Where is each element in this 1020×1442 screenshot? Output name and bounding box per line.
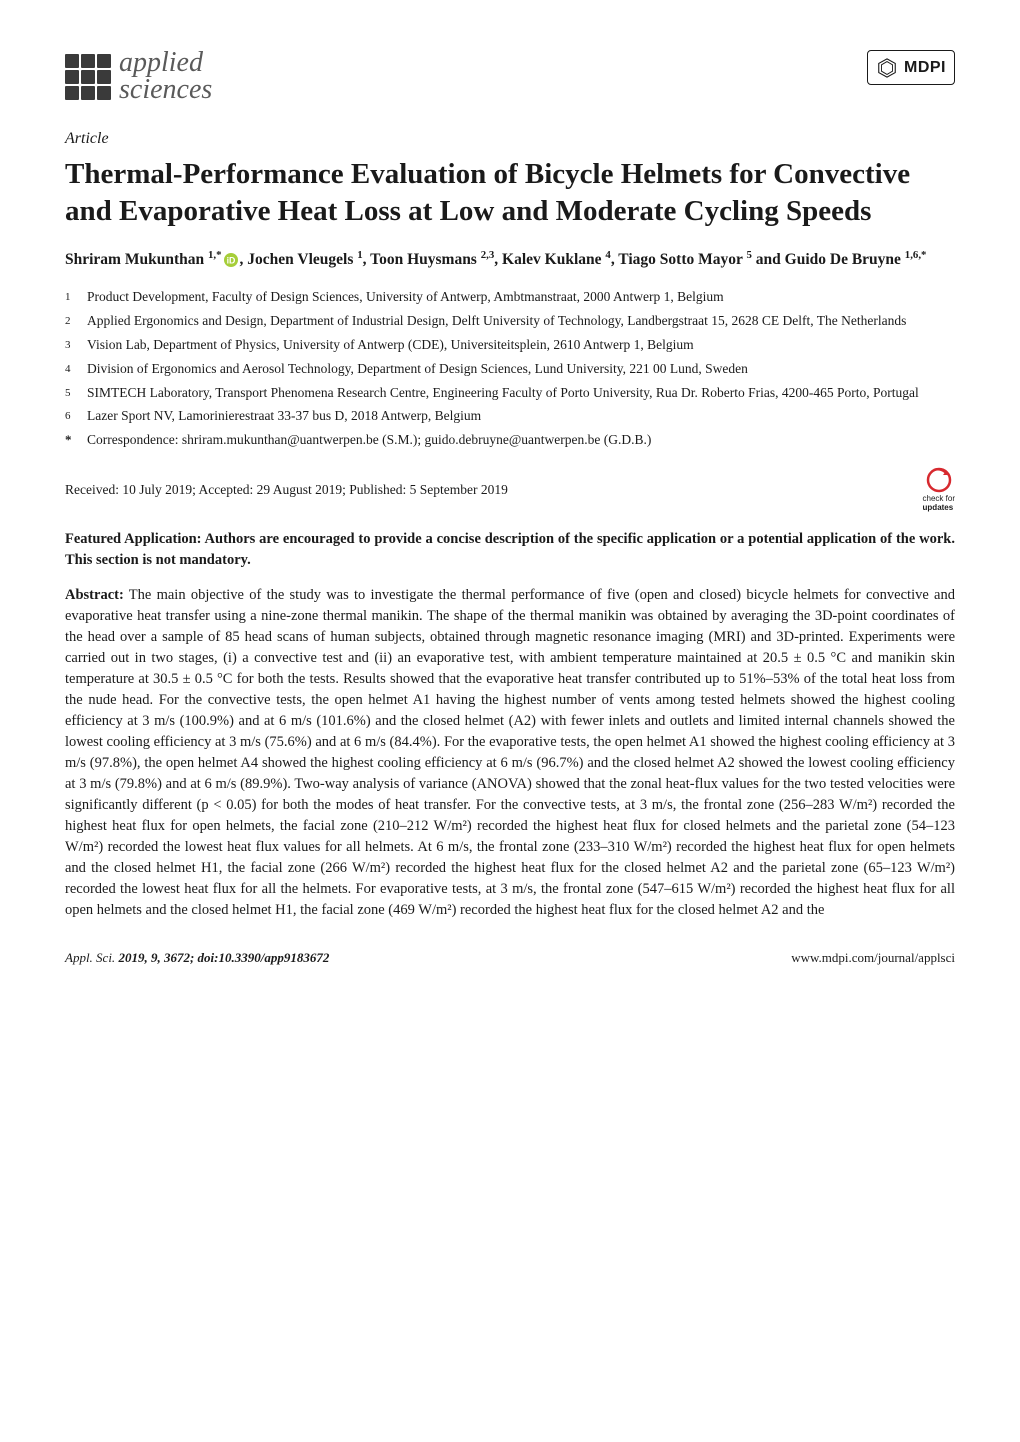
affiliation-text: SIMTECH Laboratory, Transport Phenomena … bbox=[87, 383, 955, 404]
author-list: Shriram Mukunthan 1,*iD, Jochen Vleugels… bbox=[65, 247, 955, 273]
correspondence-row: *Correspondence: shriram.mukunthan@uantw… bbox=[65, 430, 955, 451]
journal-logo-grid-icon bbox=[65, 54, 111, 100]
journal-name-line1: applied bbox=[119, 50, 212, 77]
mdpi-hex-icon bbox=[876, 57, 898, 79]
affiliation-num: 6 bbox=[65, 406, 87, 427]
affiliation-num: 2 bbox=[65, 311, 87, 332]
affiliation-row: 1Product Development, Faculty of Design … bbox=[65, 287, 955, 308]
affiliation-row: 2Applied Ergonomics and Design, Departme… bbox=[65, 311, 955, 332]
affiliation-text: Applied Ergonomics and Design, Departmen… bbox=[87, 311, 955, 332]
affiliation-list: 1Product Development, Faculty of Design … bbox=[65, 287, 955, 451]
svg-text:iD: iD bbox=[226, 256, 235, 266]
author-6: Guido De Bruyne 1,6,* bbox=[785, 251, 927, 268]
journal-name: applied sciences bbox=[119, 50, 212, 103]
author-4: Kalev Kuklane 4 bbox=[502, 251, 611, 268]
author-1: Shriram Mukunthan 1,*iD bbox=[65, 251, 240, 268]
publisher-name: MDPI bbox=[904, 56, 946, 79]
dates-row: Received: 10 July 2019; Accepted: 29 Aug… bbox=[65, 467, 955, 513]
page-footer: Appl. Sci. 2019, 9, 3672; doi:10.3390/ap… bbox=[65, 949, 955, 968]
orcid-icon: iD bbox=[224, 253, 238, 267]
article-title: Thermal-Performance Evaluation of Bicycl… bbox=[65, 156, 955, 229]
affiliation-num: 5 bbox=[65, 383, 87, 404]
affiliation-text: Lazer Sport NV, Lamorinierestraat 33-37 … bbox=[87, 406, 955, 427]
check-updates-icon bbox=[926, 467, 952, 493]
correspondence-marker: * bbox=[65, 430, 87, 451]
article-type-label: Article bbox=[65, 127, 955, 150]
affiliation-text: Division of Ergonomics and Aerosol Techn… bbox=[87, 359, 955, 380]
author-5: Tiago Sotto Mayor 5 bbox=[618, 251, 752, 268]
check-updates-label: check for updates bbox=[923, 495, 955, 513]
affiliation-num: 4 bbox=[65, 359, 87, 380]
abstract-label: Abstract: bbox=[65, 587, 124, 603]
correspondence-text: Correspondence: shriram.mukunthan@uantwe… bbox=[87, 430, 955, 451]
affiliation-num: 3 bbox=[65, 335, 87, 356]
footer-citation: Appl. Sci. 2019, 9, 3672; doi:10.3390/ap… bbox=[65, 949, 329, 968]
affiliation-text: Vision Lab, Department of Physics, Unive… bbox=[87, 335, 955, 356]
journal-name-line2: sciences bbox=[119, 77, 212, 104]
footer-url: www.mdpi.com/journal/applsci bbox=[791, 949, 955, 968]
affiliation-text: Product Development, Faculty of Design S… bbox=[87, 287, 955, 308]
author-3: Toon Huysmans 2,3 bbox=[370, 251, 494, 268]
dates-text: Received: 10 July 2019; Accepted: 29 Aug… bbox=[65, 480, 508, 500]
affiliation-row: 6Lazer Sport NV, Lamorinierestraat 33-37… bbox=[65, 406, 955, 427]
author-2: Jochen Vleugels 1 bbox=[247, 251, 362, 268]
header-row: applied sciences MDPI bbox=[65, 50, 955, 103]
journal-logo: applied sciences bbox=[65, 50, 212, 103]
check-updates-badge[interactable]: check for updates bbox=[923, 467, 955, 513]
affiliation-row: 3Vision Lab, Department of Physics, Univ… bbox=[65, 335, 955, 356]
featured-application: Featured Application: Authors are encour… bbox=[65, 529, 955, 571]
abstract-block: Abstract: The main objective of the stud… bbox=[65, 585, 955, 921]
affiliation-row: 4Division of Ergonomics and Aerosol Tech… bbox=[65, 359, 955, 380]
abstract-text: The main objective of the study was to i… bbox=[65, 587, 955, 918]
affiliation-num: 1 bbox=[65, 287, 87, 308]
affiliation-row: 5SIMTECH Laboratory, Transport Phenomena… bbox=[65, 383, 955, 404]
publisher-logo: MDPI bbox=[867, 50, 955, 85]
